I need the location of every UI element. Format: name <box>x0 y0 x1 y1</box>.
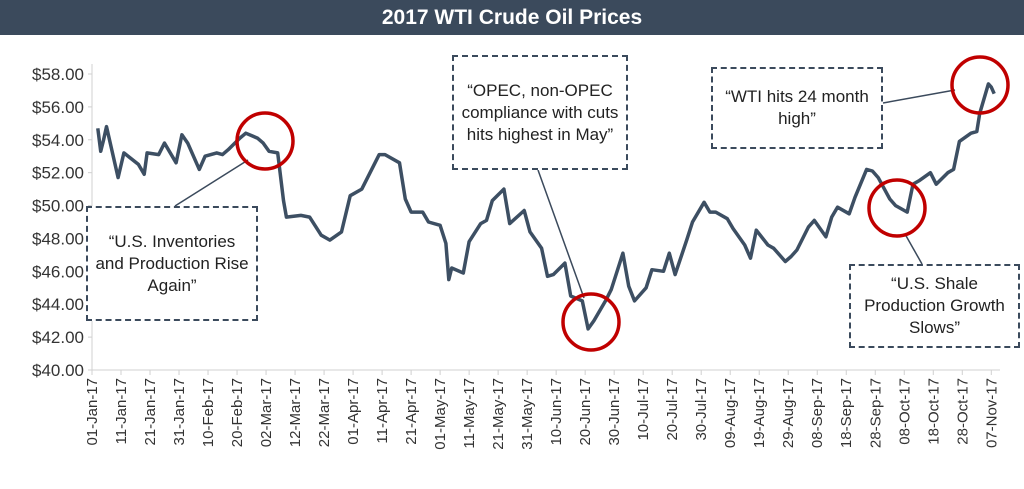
chart-title: 2017 WTI Crude Oil Prices <box>0 0 1024 35</box>
x-tick-label: 20-Feb-17 <box>229 378 246 447</box>
x-tick-label: 10-Jul-17 <box>635 378 652 441</box>
x-tick-label: 28-Sep-17 <box>867 378 884 448</box>
x-tick-label: 20-Jun-17 <box>577 378 594 446</box>
y-tick-label: $42.00 <box>32 328 84 347</box>
annotation: “U.S. Shale Production Growth Slows” <box>849 264 1020 348</box>
x-tick-label: 30-Jun-17 <box>606 378 623 446</box>
callout-line <box>174 159 249 207</box>
x-tick-label: 31-May-17 <box>519 378 536 450</box>
x-tick-label: 11-Apr-17 <box>374 378 391 444</box>
y-tick-label: $54.00 <box>32 131 84 150</box>
callout-line <box>904 233 923 265</box>
x-tick-label: 20-Jul-17 <box>664 378 681 441</box>
x-tick-label: 29-Aug-17 <box>780 378 797 448</box>
annotation: “WTI hits 24 month high” <box>711 67 883 149</box>
callout-line <box>537 169 585 299</box>
x-tick-label: 11-Jan-17 <box>113 378 130 444</box>
x-tick-label: 08-Oct-17 <box>896 378 913 445</box>
x-tick-label: 02-Mar-17 <box>258 378 275 447</box>
x-tick-label: 01-Apr-17 <box>345 378 362 445</box>
x-tick-label: 19-Aug-17 <box>751 378 768 448</box>
y-tick-label: $58.00 <box>32 65 84 84</box>
y-tick-label: $52.00 <box>32 164 84 183</box>
x-tick-label: 21-May-17 <box>490 378 507 450</box>
x-tick-label: 08-Sep-17 <box>809 378 826 448</box>
x-tick-label: 18-Sep-17 <box>838 378 855 448</box>
y-tick-label: $48.00 <box>32 229 84 248</box>
x-tick-label: 31-Jan-17 <box>171 378 188 446</box>
annotation: “OPEC, non-OPEC compliance with cuts hit… <box>452 55 628 170</box>
x-tick-label: 21-Apr-17 <box>403 378 420 445</box>
x-tick-label: 18-Oct-17 <box>925 378 942 445</box>
y-tick-label: $50.00 <box>32 197 84 216</box>
x-tick-label: 21-Jan-17 <box>142 378 159 446</box>
x-tick-label: 01-May-17 <box>432 378 449 450</box>
y-tick-label: $44.00 <box>32 295 84 314</box>
x-tick-label: 09-Aug-17 <box>722 378 739 448</box>
x-tick-label: 10-Jun-17 <box>548 378 565 446</box>
x-tick-label: 11-May-17 <box>461 378 478 449</box>
x-tick-label: 07-Nov-17 <box>983 378 1000 448</box>
x-tick-label: 22-Mar-17 <box>316 378 333 447</box>
callout-line <box>882 89 956 104</box>
x-tick-label: 30-Jul-17 <box>693 378 710 441</box>
y-tick-label: $46.00 <box>32 262 84 281</box>
x-tick-label: 12-Mar-17 <box>287 378 304 447</box>
y-tick-label: $56.00 <box>32 98 84 117</box>
y-tick-label: $40.00 <box>32 361 84 380</box>
annotation: “U.S. Inventories and Production Rise Ag… <box>86 206 258 321</box>
x-tick-label: 28-Oct-17 <box>954 378 971 445</box>
x-tick-label: 10-Feb-17 <box>200 378 217 447</box>
x-tick-label: 01-Jan-17 <box>84 378 101 446</box>
